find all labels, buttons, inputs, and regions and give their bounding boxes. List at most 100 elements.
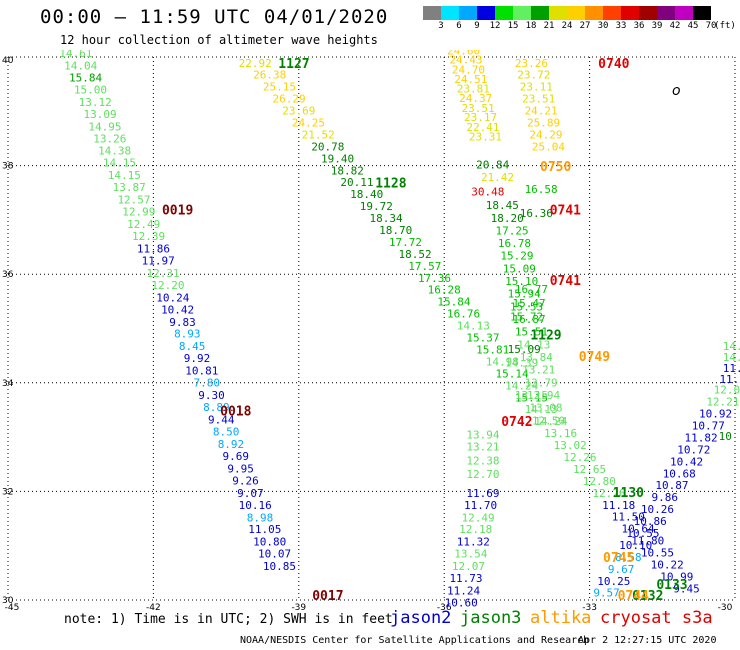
wave-height-value: 15.84 <box>437 296 470 309</box>
wave-height-value: 10.72 <box>677 443 710 456</box>
wave-height-value: 8.98 <box>247 511 274 524</box>
wave-height-value: 13.12 <box>79 96 112 109</box>
wave-height-value: 12.31 <box>147 267 180 280</box>
pass-time-label: 0742 <box>501 415 532 430</box>
wave-height-value: 24.43 <box>449 54 482 67</box>
wave-height-value: 10.99 <box>660 570 693 583</box>
wave-height-value: 10.26 <box>641 503 674 516</box>
wave-height-value: 18.45 <box>486 199 519 212</box>
wave-height-value: 9.44 <box>208 414 235 427</box>
wave-height-value: 14.13 <box>525 403 558 416</box>
wave-height-value: 18.20 <box>491 212 524 225</box>
wave-height-value: 10.92 <box>699 408 732 421</box>
lat-label: 36 <box>2 270 14 280</box>
wave-height-value: 10.68 <box>663 467 696 480</box>
wave-height-value: 14.39 <box>505 357 538 370</box>
wave-height-value: 24.37 <box>459 92 492 105</box>
colorbar-tick: 39 <box>651 21 663 31</box>
wave-height-value: 12.20 <box>151 279 184 292</box>
pass-time-label: 0749 <box>579 350 610 365</box>
colorbar-swatch <box>675 6 693 20</box>
wave-height-value: 23.69 <box>282 105 315 118</box>
wave-height-value: 18.52 <box>399 248 432 261</box>
legend-jason2: jason2 <box>390 608 452 628</box>
wave-height-value: 11.24 <box>447 585 480 598</box>
wave-height-value: 14.24 <box>505 379 538 392</box>
wave-height-value: 13.84 <box>520 351 553 364</box>
wave-height-value: 13.26 <box>93 132 126 145</box>
wave-height-value: 7.80 <box>193 377 220 390</box>
wave-height-value: 23.31 <box>469 131 502 144</box>
lon-label: -36 <box>437 603 452 610</box>
wave-height-value: 11.69 <box>466 487 499 500</box>
colorbar-tick: 45 <box>687 21 699 31</box>
wave-height-value: 12.26 <box>563 451 596 464</box>
colorbar-tick: 12 <box>489 21 501 31</box>
legend-cryosat-s3a: cryosat s3a <box>600 608 713 628</box>
wave-height-value: 24.25 <box>292 117 325 130</box>
wave-height-value: 13.87 <box>113 181 146 194</box>
wave-height-value: 10 <box>719 430 732 443</box>
pass-time-label: 0750 <box>540 160 571 175</box>
colorbar-swatch <box>657 6 675 20</box>
wave-height-value: 12.50 <box>532 415 565 428</box>
wave-height-value: 17.36 <box>418 272 451 285</box>
wave-height-value: 10.87 <box>655 479 688 492</box>
pass-time-label: 0741 <box>550 203 581 218</box>
wave-height-value: 9.95 <box>227 462 254 475</box>
wave-height-value: 15.29 <box>500 250 533 263</box>
wave-height-value: 10.42 <box>670 455 703 468</box>
wave-height-value: 12.65 <box>573 463 606 476</box>
wave-height-value: 12.80 <box>583 475 616 488</box>
wave-height-value: 11.93 <box>719 373 740 386</box>
wave-height-value: 14.61 <box>59 50 92 60</box>
footer-timestamp: Apr 2 12:27:15 UTC 2020 <box>578 635 717 646</box>
wave-height-value: 24.29 <box>529 128 562 141</box>
wave-height-value: 10.55 <box>641 547 674 560</box>
lat-label: 30 <box>2 596 14 606</box>
wave-height-value: 18.82 <box>331 164 364 177</box>
lat-label: 34 <box>2 379 14 389</box>
wave-height-value: 10.81 <box>185 365 218 378</box>
wave-height-value: 16.78 <box>498 237 531 250</box>
wave-height-value: 20.84 <box>476 158 509 171</box>
wave-height-value: 10.22 <box>651 559 684 572</box>
wave-height-value: 14.24 <box>534 415 567 428</box>
wave-height-value: 11.05 <box>248 523 281 536</box>
wave-height-value: 14.0 <box>723 351 740 364</box>
wave-height-value: 15.72 <box>510 310 543 323</box>
pass-time-label: 0019 <box>162 203 193 218</box>
colorbar-swatch <box>621 6 639 20</box>
wave-height-value: 16.36 <box>520 207 553 220</box>
wave-height-value: 10.24 <box>156 291 189 304</box>
wave-height-value: 12.07 <box>714 384 740 397</box>
wave-height-value: 15.84 <box>69 71 102 84</box>
wave-height-value: 21.52 <box>302 128 335 141</box>
pass-time-label: 0740 <box>598 57 629 72</box>
wave-height-value: 16.58 <box>525 183 558 196</box>
wave-height-value: 12.49 <box>462 511 495 524</box>
wave-height-value: 12.07 <box>452 560 485 573</box>
wave-height-value: 24.60 <box>447 50 480 57</box>
colorbar-swatch <box>585 6 603 20</box>
pass-time-label: 0017 <box>312 589 343 604</box>
wave-height-value: 19.72 <box>360 200 393 213</box>
colorbar-tick: 27 <box>579 21 591 31</box>
colorbar-tick: 33 <box>615 21 627 31</box>
wave-height-value: 15.47 <box>512 297 545 310</box>
wave-height-value: 26.29 <box>273 93 306 106</box>
wave-height-value: 9.69 <box>223 450 250 463</box>
pass-time-label: 0745 <box>603 551 634 566</box>
pass-time-label: 0741 <box>550 274 581 289</box>
wave-height-value: 14.38 <box>98 145 131 158</box>
lat-label: 32 <box>2 487 13 497</box>
wave-height-value: 26.38 <box>253 69 286 82</box>
wave-height-value: 13.21 <box>466 441 499 454</box>
wave-height-map: -45 -42 -39 -36 -33 -30 40 38 36 34 32 30 14.6114.04… <box>2 50 740 610</box>
wave-height-value: 10.86 <box>634 515 667 528</box>
wave-height-value: 15.37 <box>466 332 499 345</box>
wave-height-value: 12.39 <box>132 230 165 243</box>
wave-height-value: 25.89 <box>527 117 560 130</box>
wave-height-value: 13.09 <box>84 108 117 121</box>
wave-height-value: 10.07 <box>258 548 291 561</box>
